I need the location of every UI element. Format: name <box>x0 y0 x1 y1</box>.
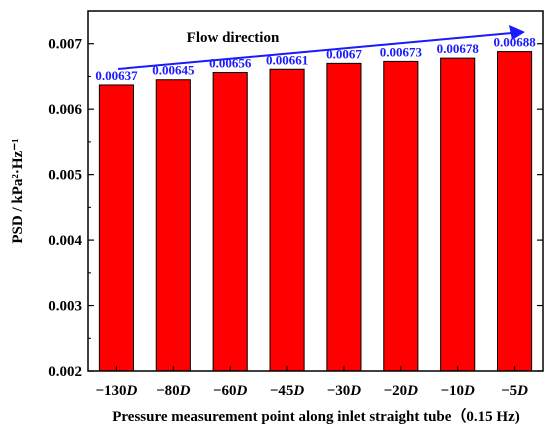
data-label: 0.00645 <box>152 63 195 78</box>
bars-layer <box>98 51 533 372</box>
x-tick-label: −30D <box>327 383 362 399</box>
axes-layer: −130D −80D −60D −45D −30D −20D −10D −5D 0.002 0.0… <box>48 10 544 399</box>
y-tick-label: 0.002 <box>48 364 82 380</box>
data-label: 0.00688 <box>493 35 536 50</box>
flow-direction-label: Flow direction <box>187 30 280 46</box>
x-tick-label: −130D <box>95 383 137 399</box>
y-tick-label: 0.003 <box>48 299 82 315</box>
bar <box>212 72 248 372</box>
bar <box>497 51 533 372</box>
data-label: 0.00661 <box>266 52 308 67</box>
flow-arrow-shaft <box>117 32 513 70</box>
y-tick-label: 0.006 <box>48 102 82 118</box>
x-tick-label: −60D <box>213 383 248 399</box>
y-tick-label: 0.005 <box>48 168 82 184</box>
flow-arrow-head <box>509 25 525 40</box>
bar <box>326 62 362 372</box>
data-label: 0.00678 <box>437 41 480 56</box>
y-tick-label: 0.004 <box>48 233 82 249</box>
plot-frame <box>87 10 544 372</box>
bar <box>383 60 419 372</box>
data-label: 0.00637 <box>95 68 138 83</box>
x-tick-label: −20D <box>384 383 419 399</box>
data-label: 0.00673 <box>380 44 423 59</box>
annotation-layer: Flow direction <box>117 25 525 70</box>
bar <box>440 57 476 372</box>
bar <box>269 68 305 372</box>
x-tick-label: −10D <box>440 383 475 399</box>
y-axis-title: PSD / kPa²·Hz⁻¹ <box>10 138 26 243</box>
x-tick-label: −45D <box>270 383 305 399</box>
bar <box>155 79 191 372</box>
x-tick-label: −5D <box>501 383 528 399</box>
bar <box>98 84 134 372</box>
x-tick-label: −80D <box>156 383 191 399</box>
y-tick-label: 0.007 <box>48 37 82 53</box>
x-axis-title: Pressure measurement point along inlet s… <box>112 407 519 425</box>
